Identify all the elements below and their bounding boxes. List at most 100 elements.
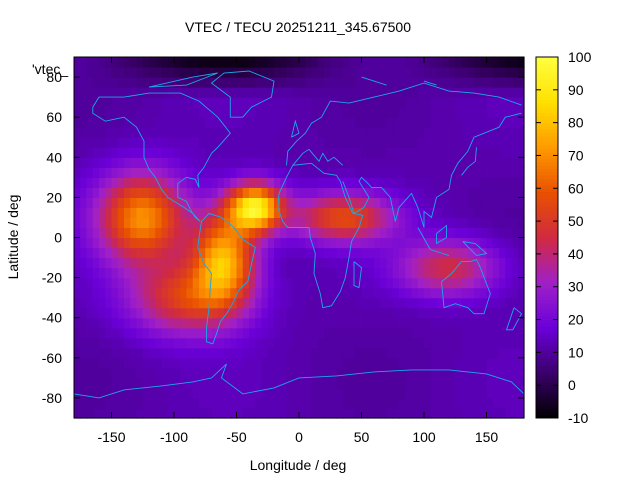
heat-cell xyxy=(255,347,263,359)
colorbar-step xyxy=(536,188,558,193)
heat-cell xyxy=(124,387,131,399)
heat-cell xyxy=(124,237,131,249)
heat-cell xyxy=(311,377,319,389)
colorbar-step xyxy=(536,129,558,133)
heat-cell xyxy=(480,287,488,299)
heat-cell xyxy=(180,277,188,289)
heat-cell xyxy=(492,137,500,148)
heat-cell xyxy=(355,147,363,158)
heat-cell xyxy=(417,147,425,158)
coastline xyxy=(197,212,256,345)
heat-cell xyxy=(336,297,344,309)
heat-cell xyxy=(155,67,163,78)
heat-cell xyxy=(199,247,206,259)
heat-cell xyxy=(336,107,344,118)
heat-cell xyxy=(92,327,100,339)
heat-cell xyxy=(467,257,475,269)
heat-cell xyxy=(124,377,131,389)
heat-cell xyxy=(86,297,94,309)
colorbar-step xyxy=(536,76,558,81)
heat-cell xyxy=(442,137,450,148)
heat-cell xyxy=(255,267,263,279)
heat-cell xyxy=(205,207,213,219)
heat-cell xyxy=(224,367,231,379)
heat-cell xyxy=(211,267,219,279)
heat-cell xyxy=(411,67,419,78)
heat-cell xyxy=(299,187,306,198)
heat-cell xyxy=(205,87,213,98)
coastline xyxy=(210,70,275,118)
heat-cell xyxy=(242,377,250,389)
heat-cell xyxy=(174,267,181,279)
heat-cell xyxy=(480,157,488,168)
heat-cell xyxy=(255,377,263,389)
heat-cell xyxy=(467,337,475,349)
heat-cell xyxy=(342,137,350,148)
heat-cell xyxy=(130,97,138,108)
heat-cell xyxy=(492,297,500,309)
heat-cell xyxy=(386,337,394,349)
colorbar-step xyxy=(536,290,558,294)
heat-cell xyxy=(267,77,275,88)
heat-cell xyxy=(292,227,300,239)
heat-cell xyxy=(99,257,106,269)
heat-cell xyxy=(436,367,444,379)
heat-cell xyxy=(499,207,506,219)
heat-cell xyxy=(230,77,238,88)
heat-cell xyxy=(355,337,363,349)
heat-cell xyxy=(86,107,94,118)
heat-cell xyxy=(192,157,200,168)
heat-cell xyxy=(92,137,100,148)
heat-cell xyxy=(199,107,206,118)
heat-cell xyxy=(286,377,294,389)
heat-cell xyxy=(105,87,113,98)
heat-cell xyxy=(261,357,269,369)
heat-cell xyxy=(342,87,350,98)
heat-cell xyxy=(361,327,369,339)
heat-cell xyxy=(355,177,363,188)
heat-cell xyxy=(467,167,475,178)
heat-cell xyxy=(424,377,431,389)
heat-cell xyxy=(305,347,313,359)
heat-cell xyxy=(80,167,88,178)
heat-cell xyxy=(161,187,169,198)
heat-cell xyxy=(305,167,313,178)
heat-cell xyxy=(355,267,363,279)
heat-cell xyxy=(492,377,500,389)
heat-cell xyxy=(430,167,438,178)
heat-cell xyxy=(149,97,156,108)
heat-cell xyxy=(461,77,469,88)
heat-cell xyxy=(461,367,469,379)
heat-cell xyxy=(130,337,138,349)
heat-cell xyxy=(280,107,288,118)
heat-cell xyxy=(286,117,294,128)
heat-cell xyxy=(336,137,344,148)
heat-cell xyxy=(367,207,375,219)
heat-cell xyxy=(455,257,463,269)
heat-cell xyxy=(517,117,525,128)
heat-cell xyxy=(236,207,244,219)
heat-cell xyxy=(405,387,413,399)
heat-cell xyxy=(186,257,194,269)
heat-cell xyxy=(161,297,169,309)
heat-cell xyxy=(267,137,275,148)
heat-cell xyxy=(217,177,225,188)
heat-cell xyxy=(142,387,150,399)
heat-cell xyxy=(155,367,163,379)
heat-cell xyxy=(161,137,169,148)
heat-cell xyxy=(174,347,181,359)
heat-cell xyxy=(480,337,488,349)
heat-cell xyxy=(399,107,406,118)
heat-cell xyxy=(242,147,250,158)
heat-cell xyxy=(480,307,488,319)
heat-cell xyxy=(180,337,188,349)
heat-cell xyxy=(336,187,344,198)
heat-cell xyxy=(480,147,488,158)
heat-cell xyxy=(492,117,500,128)
heat-cell xyxy=(330,97,338,108)
colorbar-step xyxy=(536,125,558,130)
heat-cell xyxy=(467,107,475,118)
heat-cell xyxy=(149,407,156,419)
heat-cell xyxy=(424,187,431,198)
